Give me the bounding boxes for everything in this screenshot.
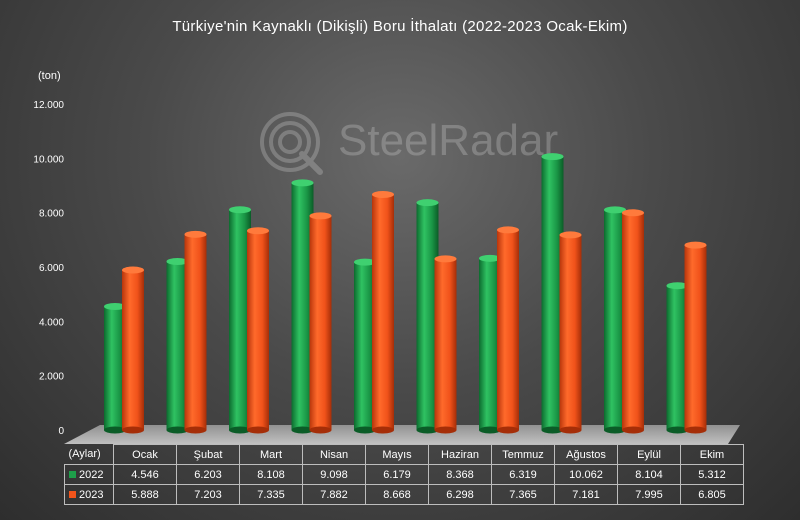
- x-tick-label: Mart: [239, 444, 303, 465]
- legend-label: 2023: [79, 488, 104, 501]
- data-label: 6.298: [428, 484, 492, 505]
- table-row: 2023 5.888 7.203 7.335 7.882 8.668 6.298 7.365 7…: [64, 484, 744, 505]
- bar-2023-Temmuz: [497, 226, 519, 434]
- bar-2022-Nisan: [291, 179, 314, 434]
- bar-2022-Ocak: [104, 303, 126, 434]
- x-tick-label: Ocak: [113, 444, 177, 465]
- x-tick-label: Ağustos: [554, 444, 618, 465]
- bar-2022-Ağustos: [541, 153, 564, 434]
- data-label: 6.179: [365, 464, 429, 485]
- x-tick-label: Mayıs: [365, 444, 429, 465]
- x-tick-label: Şubat: [176, 444, 240, 465]
- data-label: 8.368: [428, 464, 492, 485]
- data-label: 8.108: [239, 464, 303, 485]
- bar-2022-Haziran: [416, 199, 439, 434]
- chart-title: Türkiye'nin Kaynaklı (Dikişli) Boru İtha…: [172, 18, 628, 35]
- data-label: 7.995: [617, 484, 681, 505]
- legend-swatch: [69, 490, 76, 498]
- data-label: 6.203: [176, 464, 240, 485]
- y-tick-label: 6.000: [39, 263, 64, 274]
- y-tick-label: 0: [58, 426, 64, 437]
- legend-entry-2022: 2022: [64, 464, 114, 485]
- data-label: 5.312: [680, 464, 744, 485]
- legend-swatch: [69, 470, 76, 478]
- data-label: 8.104: [617, 464, 681, 485]
- y-tick-label: 2.000: [39, 372, 64, 383]
- bar-2023-Ocak: [122, 266, 144, 434]
- y-axis-label: (ton): [38, 70, 61, 82]
- bar-2022-Mayıs: [354, 258, 376, 434]
- table-row: 2022 4.546 6.203 8.108 9.098 6.179 8.368 6.319 1…: [64, 464, 744, 485]
- data-label: 9.098: [302, 464, 366, 485]
- bar-2023-Ağustos: [559, 231, 582, 434]
- bar-2023-Nisan: [309, 212, 332, 434]
- data-table: (Aylar) Ocak Şubat Mart Nisan Mayıs Haziran Tem…: [64, 444, 744, 505]
- data-label: 7.203: [176, 484, 240, 505]
- y-tick-label: 4.000: [39, 317, 64, 328]
- x-tick-label: Ekim: [680, 444, 744, 465]
- bar-2023-Şubat: [184, 230, 207, 434]
- bar-2023-Ekim: [684, 241, 707, 434]
- bar-2022-Temmuz: [479, 254, 501, 434]
- y-tick-label: 10.000: [33, 154, 64, 165]
- data-label: 7.181: [554, 484, 618, 505]
- bar-2023-Eylül: [622, 209, 644, 434]
- steelradar-watermark: SteelRadar: [258, 108, 558, 183]
- x-tick-label: Nisan: [302, 444, 366, 465]
- bar-2022-Ekim: [666, 282, 689, 434]
- bar-2023-Mayıs: [372, 191, 394, 434]
- steelradar-logo-icon: [260, 112, 323, 175]
- legend-label: 2022: [79, 468, 104, 481]
- y-tick-label: 12.000: [33, 100, 64, 111]
- data-label: 7.882: [302, 484, 366, 505]
- data-label: 6.319: [491, 464, 555, 485]
- legend-entry-2023: 2023: [64, 484, 114, 505]
- data-label: 10.062: [554, 464, 618, 485]
- data-label: 5.888: [113, 484, 177, 505]
- data-label: 6.805: [680, 484, 744, 505]
- x-tick-label: Temmuz: [491, 444, 555, 465]
- x-tick-label: Eylül: [617, 444, 681, 465]
- data-label: 7.335: [239, 484, 303, 505]
- y-tick-label: 8.000: [39, 209, 64, 220]
- data-label: 8.668: [365, 484, 429, 505]
- bar-2022-Eylül: [604, 206, 626, 434]
- table-header-row: (Aylar) Ocak Şubat Mart Nisan Mayıs Haziran Tem…: [64, 444, 744, 465]
- x-axis-label: (Aylar): [64, 444, 114, 465]
- data-label: 7.365: [491, 484, 555, 505]
- data-label: 4.546: [113, 464, 177, 485]
- bar-2023-Haziran: [434, 255, 457, 434]
- watermark-text: SteelRadar: [338, 116, 559, 165]
- bar-2023-Mart: [247, 227, 269, 434]
- bar-2022-Mart: [229, 206, 251, 434]
- x-tick-label: Haziran: [428, 444, 492, 465]
- bar-2022-Şubat: [166, 257, 189, 434]
